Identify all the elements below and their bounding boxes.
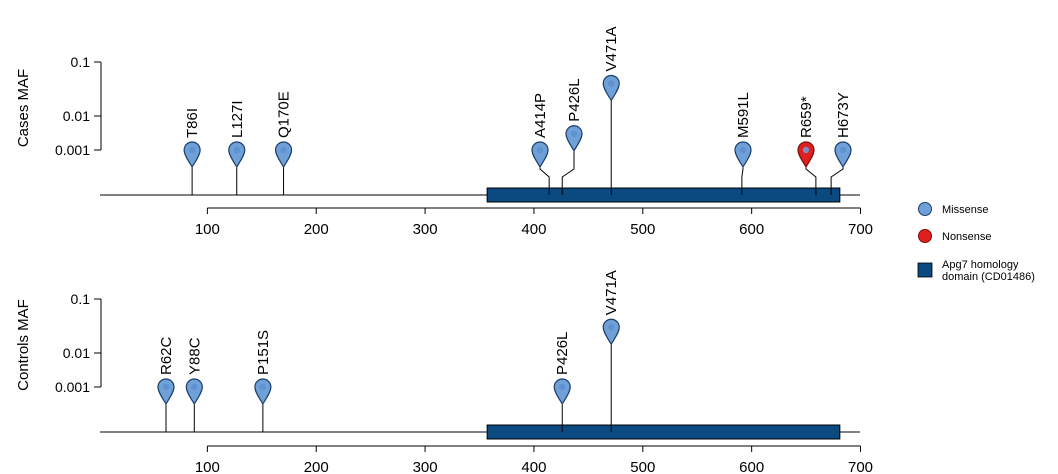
x-tick-label: 500 bbox=[630, 459, 655, 474]
x-tick-label: 400 bbox=[521, 459, 546, 474]
y-tick-label: 0.1 bbox=[71, 54, 91, 70]
x-tick-label: 600 bbox=[739, 459, 764, 474]
missense-pin bbox=[834, 141, 852, 169]
legend: Missense Nonsense Apg7 homology domain (CD0… bbox=[917, 202, 1035, 283]
x-tick-label: 200 bbox=[304, 459, 329, 474]
nonsense-pin bbox=[797, 141, 815, 169]
pin-center bbox=[559, 383, 566, 391]
cases-panel: Cases MAF 0.1 0.01 0.001 100 200 300 400 500 600 7… bbox=[15, 26, 873, 238]
pin-center bbox=[839, 146, 847, 154]
pin-center bbox=[259, 383, 267, 391]
missense-pin bbox=[565, 125, 583, 152]
mutation-label: P151S bbox=[255, 330, 272, 375]
missense-pin bbox=[157, 378, 175, 406]
x-tick-label: 200 bbox=[304, 221, 329, 238]
mutation-label: R659* bbox=[798, 96, 815, 138]
x-tick-label: 700 bbox=[848, 459, 873, 474]
x-tick-label: 400 bbox=[521, 221, 546, 238]
pin-center bbox=[233, 146, 240, 154]
x-tick-label: 500 bbox=[630, 221, 655, 238]
missense-pin bbox=[274, 141, 293, 169]
pin-center bbox=[536, 146, 544, 154]
y-axis-label: Cases MAF bbox=[15, 69, 32, 147]
pin-center bbox=[802, 146, 810, 154]
pin-center bbox=[280, 146, 287, 154]
mutation-label: L127I bbox=[229, 100, 246, 138]
apg7-domain-bar bbox=[486, 424, 841, 440]
y-tick-label: 0.001 bbox=[55, 142, 90, 158]
legend-label: Missense bbox=[942, 204, 988, 216]
x-tick-label: 300 bbox=[413, 459, 438, 474]
mutation-label: V471A bbox=[603, 270, 620, 315]
x-tick-label: 100 bbox=[195, 221, 220, 238]
legend-label: Apg7 homology domain (CD01486) bbox=[942, 259, 1035, 283]
mutation-label: P426L bbox=[554, 332, 571, 375]
x-tick-label: 700 bbox=[848, 221, 873, 238]
mutation-label: P426L bbox=[566, 78, 583, 121]
pin-center bbox=[570, 130, 578, 137]
mutation-label: Y88C bbox=[186, 337, 203, 375]
missense-pin bbox=[228, 141, 246, 169]
y-tick-label: 0.01 bbox=[63, 108, 90, 124]
y-tick-label: 0.1 bbox=[71, 291, 91, 307]
legend-label: Nonsense bbox=[942, 231, 992, 243]
controls-panel: Controls MAF 0.1 0.01 0.001 100 200 300 400 500 6… bbox=[15, 270, 873, 474]
mutation-label: A414P bbox=[532, 93, 549, 138]
legend-marker-domain bbox=[917, 262, 933, 278]
pin-center bbox=[608, 324, 615, 331]
mutation-label: R62C bbox=[158, 336, 175, 375]
apg7-domain-bar bbox=[486, 187, 841, 203]
x-tick-label: 600 bbox=[739, 221, 764, 238]
legend-marker-missense bbox=[918, 202, 932, 216]
mutation-label: Q170E bbox=[276, 91, 293, 138]
y-tick-label: 0.001 bbox=[55, 379, 90, 395]
mutation-stem bbox=[561, 143, 575, 195]
x-tick-label: 300 bbox=[413, 221, 438, 238]
mutation-label: M591L bbox=[735, 92, 752, 138]
y-axis-label: Controls MAF bbox=[15, 299, 32, 391]
missense-pin bbox=[553, 378, 571, 406]
pin-center bbox=[191, 383, 198, 391]
missense-pin bbox=[602, 74, 620, 102]
legend-marker-nonsense bbox=[918, 229, 932, 243]
pin-center bbox=[162, 383, 170, 391]
x-tick-label: 100 bbox=[195, 459, 220, 474]
missense-pin bbox=[254, 378, 272, 406]
pin-center bbox=[188, 146, 196, 154]
pin-center bbox=[739, 146, 747, 154]
y-tick-label: 0.01 bbox=[63, 345, 90, 361]
missense-pin bbox=[602, 318, 620, 346]
missense-pin bbox=[183, 141, 201, 169]
mutation-label: T86I bbox=[184, 108, 201, 138]
missense-pin bbox=[734, 141, 752, 169]
mutation-label: H673Y bbox=[835, 92, 852, 138]
pin-center bbox=[608, 80, 615, 87]
mutation-label: V471A bbox=[603, 26, 620, 71]
missense-pin bbox=[185, 378, 203, 406]
missense-pin bbox=[531, 141, 549, 169]
